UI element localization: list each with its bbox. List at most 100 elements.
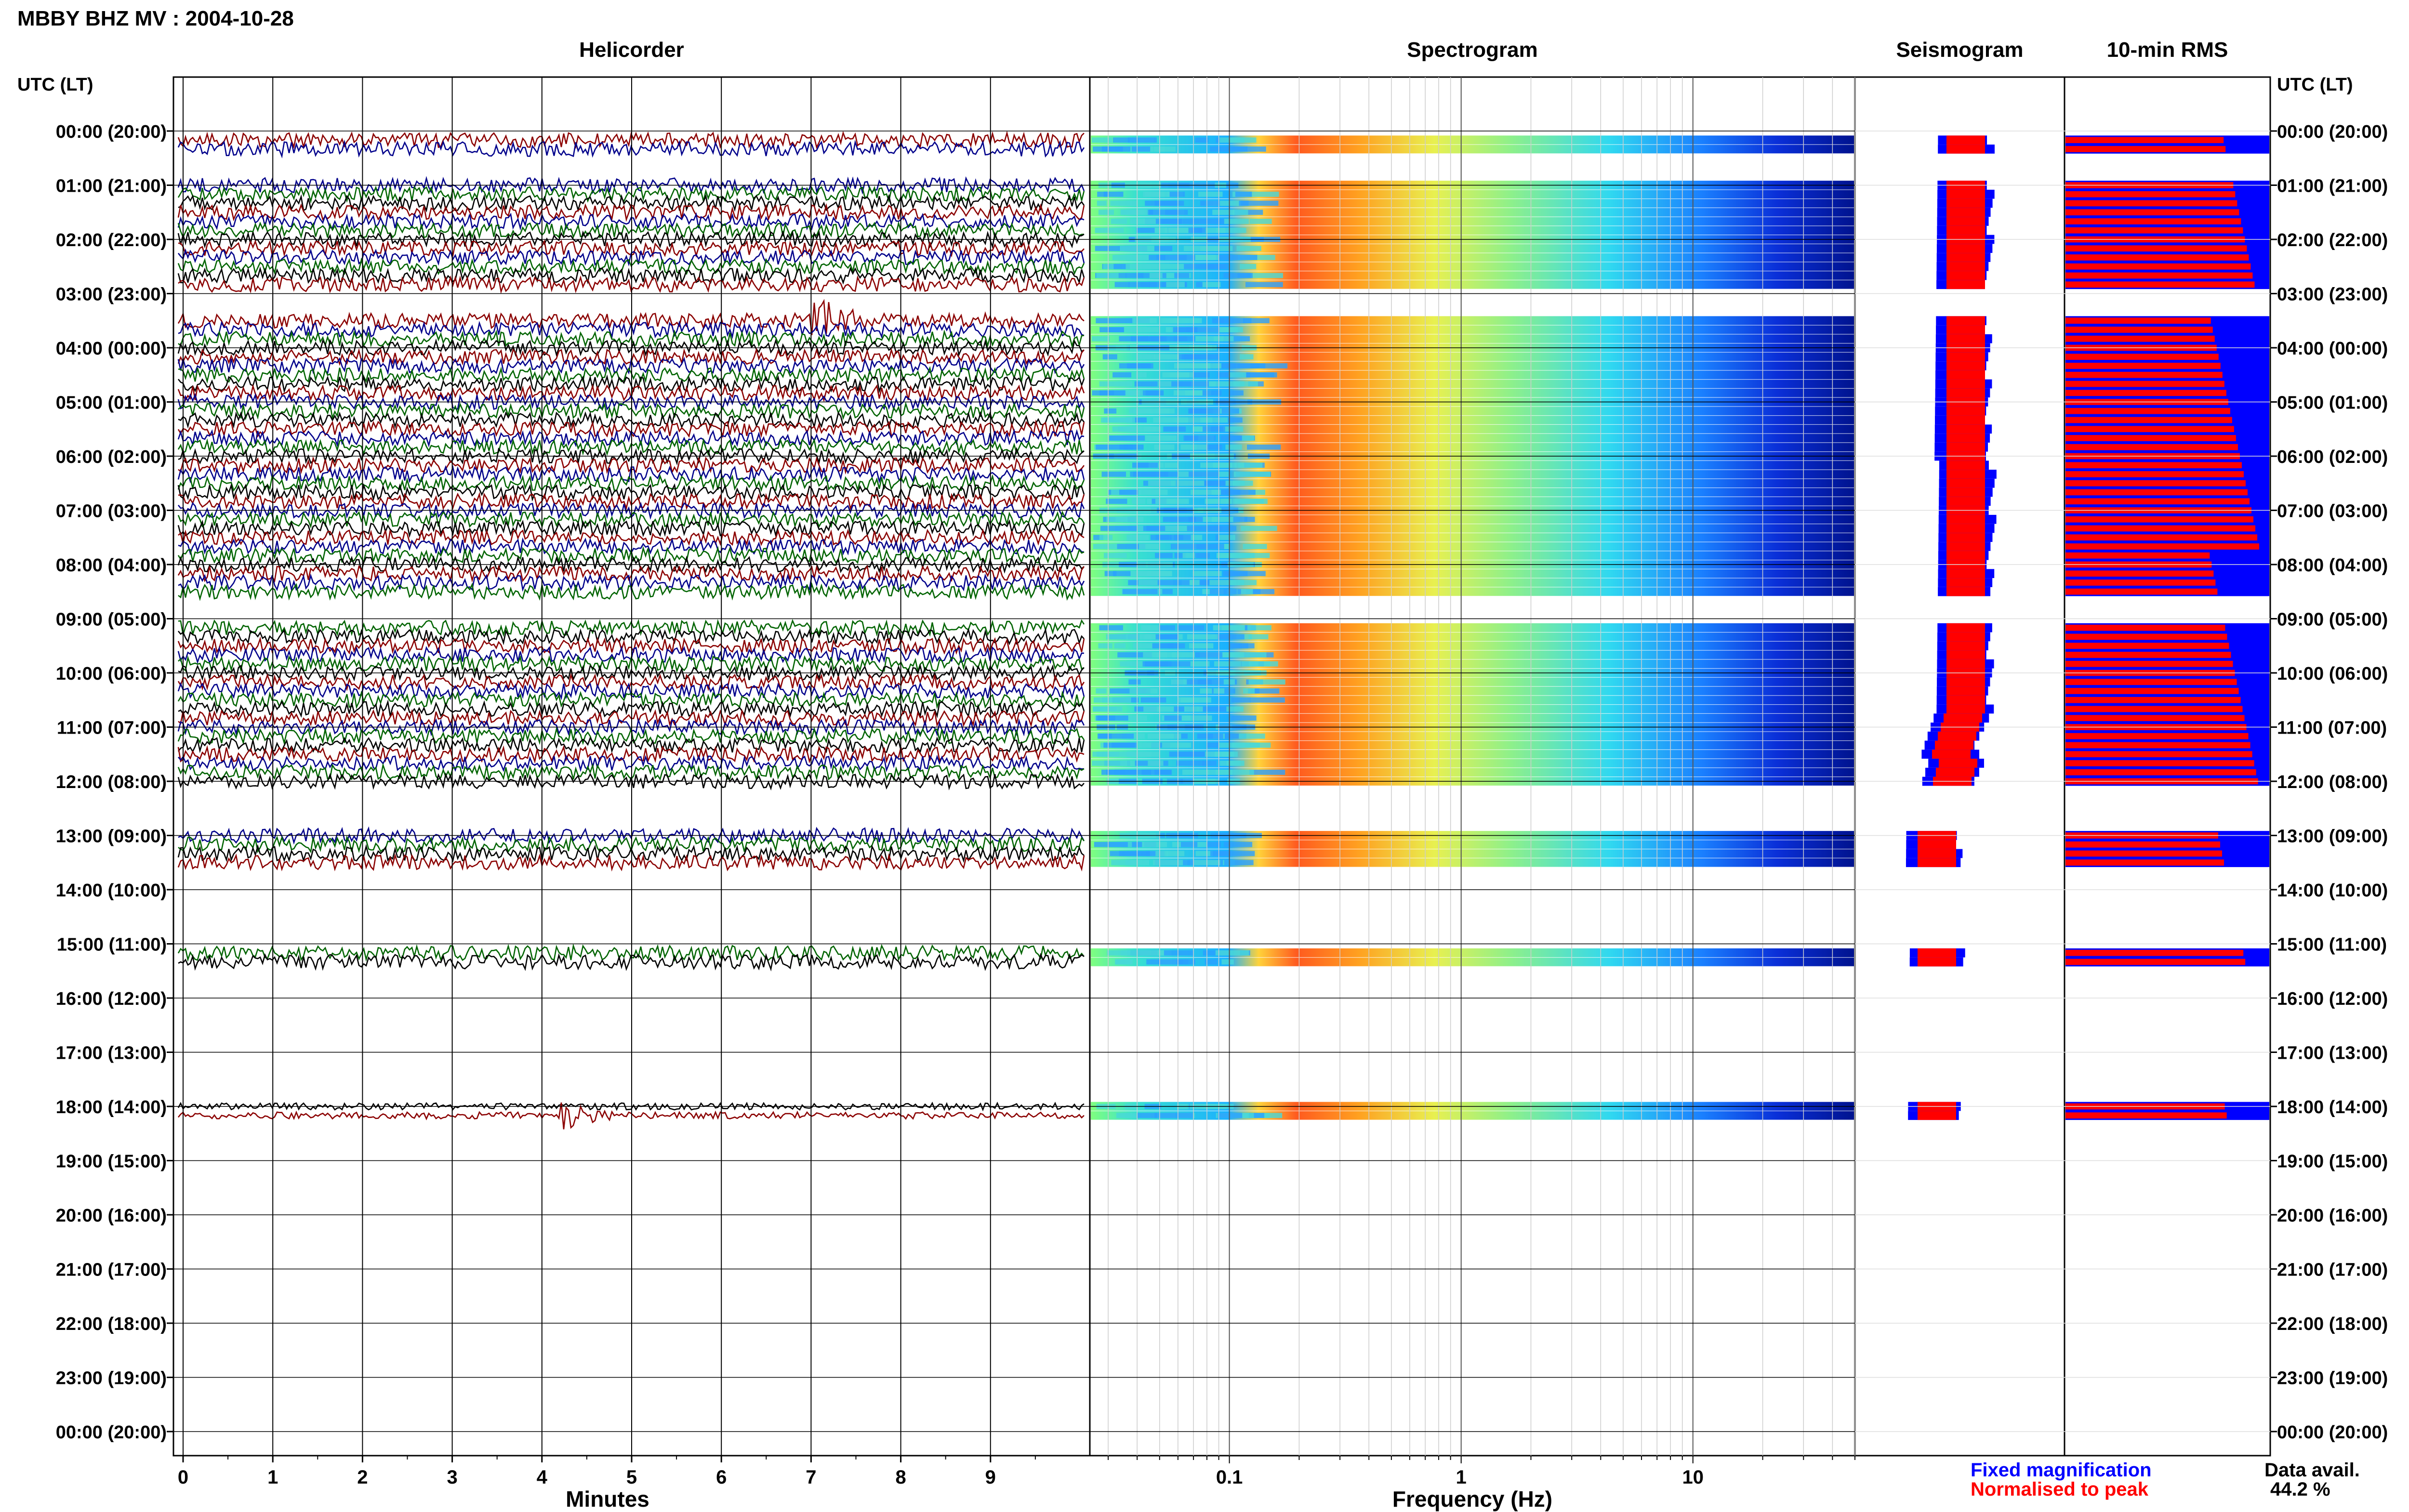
spectrogram-texture	[1154, 354, 1184, 360]
spectrogram-texture	[1093, 535, 1103, 540]
spectrogram-texture	[1189, 472, 1219, 477]
spectrogram-texture	[1114, 769, 1151, 775]
spectrogram-texture	[1231, 697, 1251, 703]
spectrogram-texture	[1093, 706, 1117, 712]
spectrogram-texture	[1212, 516, 1240, 522]
spectrogram-texture	[1133, 643, 1153, 649]
spectrogram-texture	[1192, 227, 1206, 233]
spectrogram-texture	[1177, 625, 1204, 631]
hour-label-right: 16:00 (12:00)	[2277, 989, 2388, 1009]
spectrogram-texture	[1104, 571, 1117, 577]
spectrogram-texture	[1232, 210, 1248, 215]
spectrogram-texture	[1103, 742, 1137, 748]
rms-bar	[2065, 317, 2211, 324]
spectrogram-texture	[1136, 354, 1156, 360]
seismogram-normalised	[1946, 533, 1985, 542]
spectrogram-texture	[1196, 282, 1207, 288]
spectrogram-texture	[1171, 381, 1209, 387]
hour-label-left: 05:00 (01:00)	[56, 393, 167, 413]
seismogram-normalised	[1946, 704, 1985, 714]
seismogram-normalised	[1946, 189, 1985, 199]
spectrogram-texture	[1221, 408, 1239, 414]
spectrogram-texture	[1121, 210, 1145, 215]
spectrogram-texture	[1151, 742, 1170, 748]
seismogram-normalised	[1946, 145, 1985, 154]
rms-bar	[2065, 227, 2243, 234]
hour-label-right: 21:00 (17:00)	[2277, 1260, 2388, 1280]
spectrogram-texture	[1241, 589, 1253, 594]
spectrogram-texture	[1137, 1113, 1157, 1118]
spectrogram-texture	[1184, 354, 1219, 360]
hour-label-left: 09:00 (05:00)	[56, 610, 167, 630]
spectrogram-texture	[1203, 426, 1225, 432]
spectrogram-texture	[1122, 589, 1158, 594]
minute-tick-label: 1	[267, 1467, 278, 1488]
spectrogram-texture	[1240, 263, 1257, 269]
rms-bar	[2065, 254, 2249, 261]
hour-label-right: 08:00 (04:00)	[2277, 555, 2388, 576]
spectrogram-texture	[1127, 363, 1153, 368]
spectrogram-texture	[1167, 643, 1178, 649]
seismogram-normalised	[1946, 388, 1985, 398]
spectrogram-texture	[1094, 841, 1128, 847]
spectrogram-texture	[1183, 435, 1199, 441]
spectrogram-texture	[1246, 742, 1271, 748]
spectrogram-texture	[1164, 950, 1194, 956]
hour-label-right: 03:00 (23:00)	[2277, 285, 2388, 305]
spectrogram-texture	[1108, 715, 1128, 721]
rms-bar	[2065, 733, 2249, 739]
data-avail-value: 44.2 %	[2270, 1479, 2330, 1500]
spectrogram-texture	[1216, 634, 1244, 640]
spectrogram-texture	[1149, 273, 1163, 278]
spectrogram-texture	[1220, 499, 1231, 504]
hour-label-right: 07:00 (03:00)	[2277, 501, 2388, 522]
spectrogram-texture	[1225, 444, 1242, 450]
spectrogram-texture	[1248, 634, 1269, 640]
spectrogram-texture	[1145, 200, 1161, 206]
spectrogram-texture	[1184, 435, 1216, 441]
hour-label-right: 06:00 (02:00)	[2277, 447, 2388, 467]
spectrogram-texture	[1187, 679, 1224, 685]
rms-bar	[2065, 1112, 2227, 1119]
hour-label-left: 00:00 (20:00)	[56, 122, 167, 142]
hour-label-left: 22:00 (18:00)	[56, 1314, 167, 1334]
spectrogram-texture	[1142, 661, 1168, 667]
spectrogram-texture	[1114, 390, 1143, 396]
seismogram-normalised	[1946, 334, 1985, 343]
rms-bar	[2065, 381, 2224, 387]
spectrogram-texture	[1126, 535, 1149, 540]
hour-label-left: 07:00 (03:00)	[56, 501, 167, 522]
spectrogram-texture	[1097, 733, 1134, 739]
rms-bar	[2065, 679, 2237, 685]
figure-title: MBBY BHZ MV : 2004-10-28	[17, 7, 294, 30]
spectrogram-texture	[1223, 273, 1251, 278]
spectrogram-texture	[1202, 227, 1226, 233]
spectrogram-texture	[1208, 381, 1244, 387]
spectrogram-texture	[1225, 480, 1253, 486]
spectrogram-texture	[1174, 273, 1190, 278]
rms-bar	[2065, 751, 2252, 758]
rms-bar	[2065, 688, 2239, 694]
spectrogram-texture	[1244, 516, 1255, 522]
spectrogram-texture	[1233, 516, 1248, 522]
spectrogram-texture	[1212, 200, 1243, 206]
rms-bar	[2065, 697, 2241, 703]
spectrogram-texture	[1194, 552, 1210, 558]
rms-bar	[2065, 146, 2226, 152]
spectrogram-texture	[1178, 417, 1213, 423]
hour-label-right: 17:00 (13:00)	[2277, 1043, 2388, 1064]
spectrogram-texture	[1231, 715, 1257, 721]
hour-label-left: 03:00 (23:00)	[56, 285, 167, 305]
spectrogram-texture	[1171, 544, 1206, 549]
spectrogram-texture	[1219, 489, 1241, 495]
spectrogram-texture	[1128, 679, 1141, 685]
spectrogram-texture	[1128, 526, 1165, 531]
spectrogram-texture	[1120, 661, 1145, 667]
seismogram-normalised	[1946, 406, 1985, 416]
spectrogram-texture	[1099, 390, 1125, 396]
spectrogram-texture	[1174, 552, 1186, 558]
seismogram-normalised	[1946, 542, 1985, 551]
spectrogram-texture	[1224, 219, 1249, 224]
legend-fixed: Fixed magnification	[1971, 1459, 2152, 1481]
spectrogram-texture	[1218, 851, 1255, 856]
